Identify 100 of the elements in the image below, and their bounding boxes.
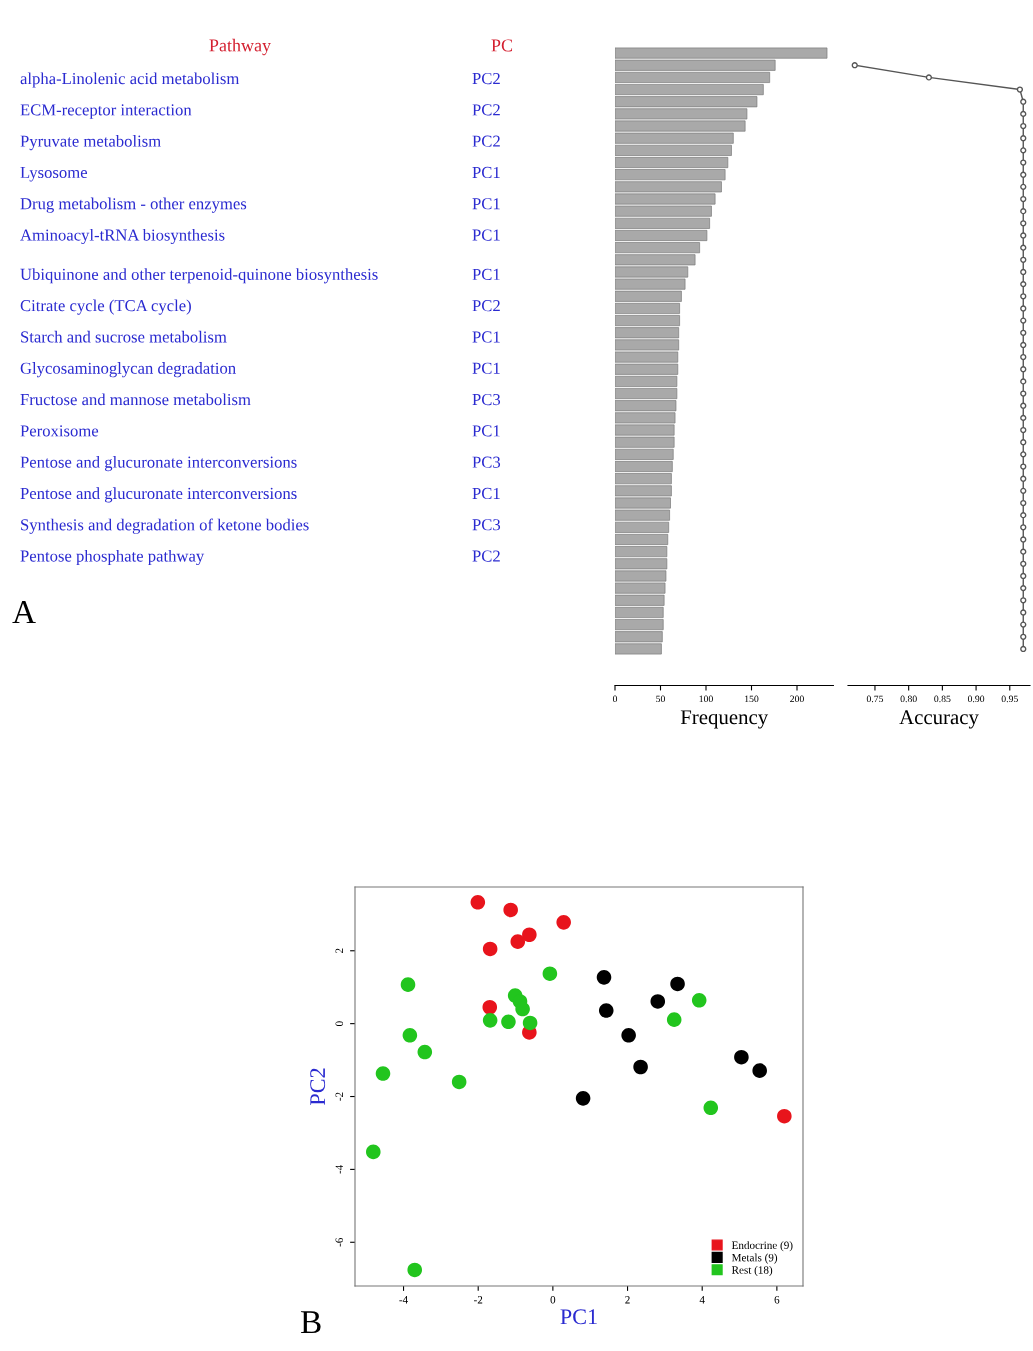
point [522,1015,538,1031]
text: PC1 [472,166,500,179]
point [851,62,858,69]
point [1020,499,1027,507]
point [366,1144,381,1160]
text: PC1 [472,425,500,437]
point [407,1262,423,1278]
point [482,941,498,957]
point [1020,220,1027,227]
point [1020,548,1027,555]
x-tick-label: 100 [699,695,713,703]
text: Pentose and glucuronate interconversions [20,487,297,503]
text: PC1 [472,229,500,241]
point [1020,597,1027,604]
point [1020,329,1027,336]
point [1020,98,1027,105]
y-tick-label: 0 [335,1021,344,1026]
point [1020,536,1027,543]
text: PC1 [472,268,500,280]
point [1020,512,1027,519]
x-axis-title: Frequency [680,710,769,729]
point [1020,584,1027,592]
x-tick-label: 2 [625,1296,630,1304]
point [1020,110,1027,118]
point [1020,609,1027,616]
text: Ubiquinone and other terpenoid-quinone biosynthesis [20,268,378,284]
point [1020,195,1027,203]
point [1020,122,1027,130]
text: PC2 [472,300,500,312]
point [522,927,537,943]
point [650,994,666,1009]
x-tick-label: 6 [774,1296,780,1304]
text: PC3 [472,519,501,531]
point [703,1100,719,1116]
x-tick-label: 200 [790,695,804,703]
point [1020,560,1027,567]
x-axis-title: PC1 [560,1309,597,1325]
text: PC2 [472,104,500,116]
y-tick-label: -4 [335,1164,343,1174]
point [1020,341,1027,349]
text: PC1 [472,198,500,210]
point [1020,171,1027,178]
point [501,1014,516,1030]
y-tick-label: 2 [335,948,343,954]
x-tick-label: 0.85 [934,695,951,703]
point [621,1028,636,1043]
point [734,1049,749,1065]
point [1020,366,1027,373]
text: Citrate cycle (TCA cycle) [20,299,191,315]
point [1020,524,1027,531]
point [633,1059,648,1075]
point [1020,232,1027,239]
legend-label: Endocrine (9) [731,1241,793,1252]
point [556,915,571,930]
point [1020,378,1027,385]
x-tick-label: -2 [473,1296,483,1304]
point [542,966,558,982]
text: PC2 [472,550,500,562]
x-tick-label: 0 [612,695,618,703]
point [470,895,486,910]
text: PC3 [472,456,501,468]
point [1020,463,1027,470]
text: ECM-receptor interaction [20,104,192,119]
x-tick-label: 0.75 [866,695,884,703]
point [598,1003,614,1018]
point [670,976,685,992]
legend-label: Rest (18) [731,1265,773,1276]
text: Fructose and mannose metabolism [20,393,251,406]
text: A [12,601,36,624]
point [1020,439,1027,446]
point [1020,353,1027,361]
y-axis-title: PC2 [310,1068,326,1106]
point [1020,572,1027,580]
text: PC2 [472,72,500,85]
x-tick-label: 150 [745,695,759,703]
text: PC2 [472,135,500,147]
point [1020,305,1027,312]
point [417,1044,433,1060]
point [1020,256,1027,263]
point [1020,159,1027,166]
point [925,74,933,81]
point [1020,414,1027,422]
point [1020,208,1027,215]
x-tick-label: 0.90 [967,695,985,703]
point [1020,268,1027,276]
text: PC1 [472,487,500,500]
point [482,1013,498,1028]
point [1020,402,1027,409]
point [666,1012,682,1027]
point [1020,293,1027,300]
point [400,977,416,992]
point [1020,633,1027,640]
text: Pathway [209,38,272,56]
text: Drug metabolism - other enzymes [20,197,247,213]
text: PC1 [472,331,500,343]
x-tick-label: 50 [656,695,665,703]
point [375,1066,391,1081]
point [1020,183,1027,190]
text: PC1 [472,362,500,374]
x-tick-label: 0 [550,1296,556,1304]
